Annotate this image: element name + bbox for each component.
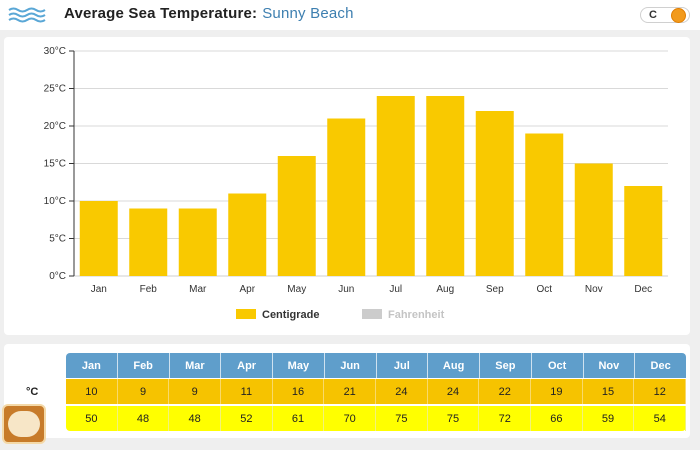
x-tick-label: Feb [140,284,158,295]
fahrenheit-cell: 48 [169,406,222,431]
bar-jan[interactable] [79,201,118,276]
x-tick-label: May [287,284,306,295]
celsius-cell: 16 [273,379,325,404]
fahrenheit-cell: 59 [583,406,635,431]
watermark-badge [8,411,40,437]
month-header-cell: Jun [325,353,377,378]
month-header-cell: Oct [532,353,584,378]
month-header-cell: Aug [428,353,480,378]
month-header-cell: Jul [377,353,429,378]
celsius-cell: 9 [118,379,170,404]
months-header-row: Jan Feb Mar Apr May Jun Jul Aug Sep Oct Nov Dec [66,353,686,378]
unit-toggle[interactable]: C [640,7,690,23]
celsius-row-label: °C [26,386,39,398]
fahrenheit-cell: 52 [221,406,273,431]
bar-jul[interactable] [376,96,415,276]
month-header-cell: Feb [118,353,170,378]
legend-swatch-fahrenheit[interactable] [362,309,382,319]
y-tick-label: 10°C [44,196,66,207]
title-text: Average Sea Temperature: [64,5,258,22]
celsius-row: 10 9 9 11 16 21 24 24 22 19 15 12 [66,379,687,404]
x-tick-label: Aug [436,284,454,295]
y-tick-label: 5°C [49,234,66,245]
month-header-cell: Dec [650,359,671,372]
legend-label-centigrade[interactable]: Centigrade [262,309,319,321]
location-name: Sunny Beach [262,5,354,22]
celsius-cell: 19 [531,379,583,404]
month-header-cell: Mar [170,353,222,378]
month-header-cell: Jan [66,353,118,378]
celsius-cell: 24 [428,379,480,404]
fahrenheit-cell: 48 [118,406,170,431]
bar-jun[interactable] [327,118,366,277]
x-tick-label: Jun [338,284,354,295]
celsius-cell: 21 [324,379,377,404]
bar-sep[interactable] [475,111,514,276]
celsius-cell: 24 [376,379,428,404]
fahrenheit-cell: 50 [66,406,118,431]
fahrenheit-cell: 54 [634,406,687,431]
chart-card: 0°C 5°C 10°C 15°C 20°C 25°C 30°C Jan Feb Mar Apr M… [4,37,690,335]
x-tick-label: Sep [486,284,504,295]
x-tick-label: Mar [189,284,207,295]
bar-may[interactable] [277,156,316,276]
fahrenheit-cell: 61 [273,406,325,431]
month-header-cell: May [273,353,325,378]
x-tick-label: Dec [634,284,652,295]
bar-dec[interactable] [624,186,663,276]
x-tick-label: Oct [536,284,552,295]
celsius-cell: 11 [221,379,273,404]
legend-swatch-centigrade[interactable] [236,309,256,319]
fahrenheit-cell: 70 [324,406,377,431]
celsius-cell: 10 [66,379,118,404]
month-header-cell: Sep [480,353,532,378]
bar-aug[interactable] [426,96,465,276]
celsius-cell: 15 [583,379,635,404]
bar-feb[interactable] [129,208,168,277]
y-tick-label: 25°C [44,84,66,95]
header: Average Sea Temperature: Sunny Beach C [0,0,700,30]
y-tick-label: 0°C [49,271,66,282]
bar-mar[interactable] [178,208,217,277]
fahrenheit-cell: 75 [428,406,480,431]
toggle-knob[interactable] [671,8,686,23]
x-tick-label: Apr [239,284,255,295]
x-tick-label: Jul [389,284,402,295]
month-header-cell: Apr [221,353,273,378]
celsius-cell: 9 [169,379,222,404]
celsius-cell: 12 [634,379,687,404]
x-tick-label: Nov [585,284,603,295]
fahrenheit-cell: 72 [479,406,532,431]
fahrenheit-cell: 75 [376,406,428,431]
month-header-cell: Nov [584,353,636,378]
fahrenheit-row: 50 48 48 52 61 70 75 75 72 66 59 54 [66,406,687,431]
x-tick-label: Jan [91,284,107,295]
waves-icon [8,7,46,23]
celsius-cell: 22 [479,379,532,404]
y-tick-label: 20°C [44,121,66,132]
y-tick-label: 15°C [44,159,66,170]
bar-nov[interactable] [574,163,613,277]
legend-label-fahrenheit[interactable]: Fahrenheit [388,309,445,321]
page-title: Average Sea Temperature: Sunny Beach [64,5,354,22]
unit-toggle-label: C [649,9,657,21]
bar-oct[interactable] [525,133,564,277]
y-tick-label: 30°C [44,46,66,57]
temperature-chart: 0°C 5°C 10°C 15°C 20°C 25°C 30°C Jan Feb Mar Apr M… [44,46,668,321]
watermark-logo [2,404,46,444]
fahrenheit-cell: 66 [531,406,583,431]
temperature-table: °C °F JanFebMarAprMayJunJulAugSepOctNovD… [4,344,690,438]
bar-apr[interactable] [228,193,267,277]
